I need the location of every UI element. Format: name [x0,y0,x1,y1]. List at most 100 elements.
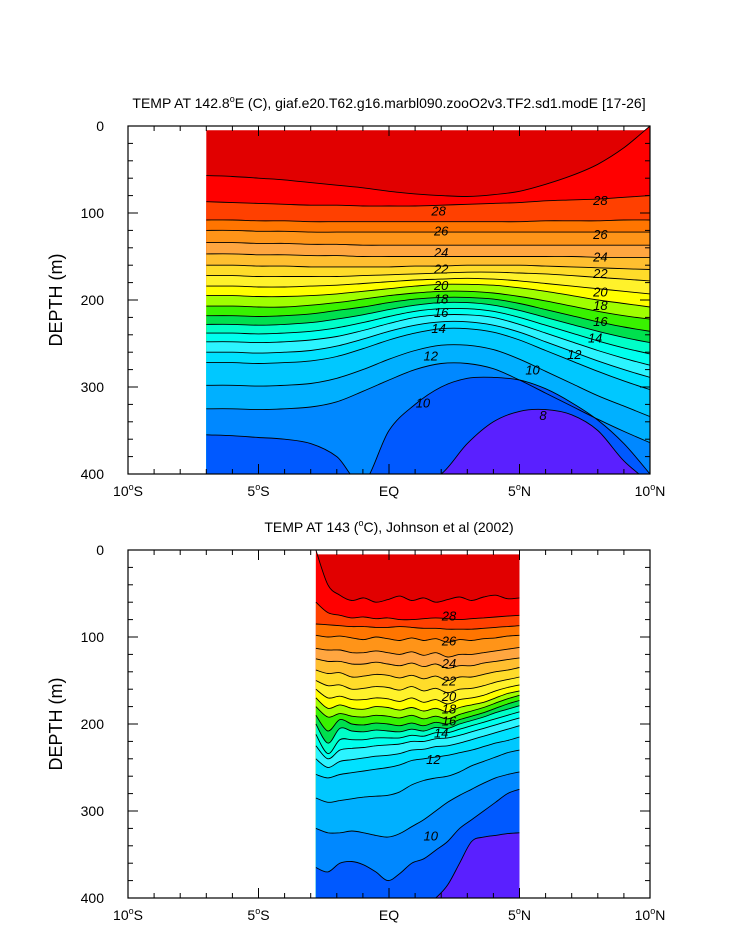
contour-label-28: 28 [441,608,457,623]
chart-title: TEMP AT 143 (oC), Johnson et al (2002) [264,518,513,535]
contour-line-16 [206,301,650,344]
x-tick-label: 10oS [113,906,143,923]
y-tick-label: 400 [81,890,105,906]
x-tick-label: 5oS [247,906,269,923]
x-tick-label: EQ [379,907,399,923]
y-tick-label: 200 [81,292,105,308]
y-tick-label: 0 [96,542,104,558]
contour-line-10 [206,362,650,444]
contour-line-10 [315,771,520,838]
contour-label-8: 8 [539,408,547,423]
contour-line-20 [315,684,520,705]
x-axis: 10oS 5oS EQ 5oN 10oN [113,126,665,499]
x-tick-label: 5oN [508,906,531,923]
contour-line-27 [206,195,650,207]
y-axis: 0 100 200 300 400 [81,542,650,906]
contour-label-24: 24 [441,656,456,671]
contour-line-13 [206,320,650,378]
y-tick-label: 300 [81,803,105,819]
contour-lines [206,126,650,474]
x-axis: 10oS 5oS EQ 5oN 10oN [113,550,665,923]
contour-label-26: 26 [433,223,449,238]
contour-lines [315,550,520,898]
contour-fills [206,126,650,474]
x-tick-label: 10oN [635,906,666,923]
contour-line-28 [206,126,650,197]
contour-line-11 [206,344,650,418]
contour-line-11 [315,749,520,803]
x-tick-label: 5oS [247,482,269,499]
contour-line-26 [206,219,650,223]
contour-line-8 [440,408,640,474]
y-tick-label: 200 [81,716,105,732]
contour-line-14 [315,717,520,760]
y-tick-label: 100 [81,205,105,221]
contour-line-22 [206,264,650,270]
contour-line-13 [315,725,520,768]
contour-label-22: 22 [433,262,449,277]
contour-line-23 [315,657,520,669]
contour-line-19 [206,283,650,308]
contour-label-14: 14 [434,726,448,741]
contour-labels: 2826242220181614121082826242220181614121… [416,193,609,423]
contour-line-21 [315,676,520,694]
contour-label-10: 10 [416,396,431,411]
contour-line-9 [315,788,520,882]
contour-line-26 [315,623,520,630]
contour-line-23 [206,253,650,258]
contour-line-15 [315,711,520,755]
contour-label-24: 24 [433,245,448,260]
contour-line-24 [315,646,520,658]
contour-label-16: 16 [434,305,449,320]
contour-line-8 [435,832,520,898]
contour-label-12: 12 [567,347,582,362]
contour-line-18 [315,694,520,720]
x-tick-label: 10oS [113,482,143,499]
contour-line-25 [206,229,650,233]
contour-label-12: 12 [426,752,441,767]
contour-line-12 [206,327,650,391]
contour-label-20: 20 [441,689,457,704]
chart-title: TEMP AT 142.8oE (C), giaf.e20.T62.g16.ma… [132,94,645,111]
x-tick-label: EQ [379,483,399,499]
contour-line-24 [206,242,650,246]
contour-band-8 [441,409,639,474]
panel-bottom: 10oS 5oS EQ 5oN 10oN 0 100 200 300 400 DEPTH (m) TE… [46,518,665,923]
y-tick-label: 400 [81,466,105,482]
contour-line-17 [315,700,520,732]
contour-line-19 [315,690,520,713]
contour-label-28: 28 [430,203,446,218]
contour-fills [315,550,520,898]
contour-label-20: 20 [592,284,608,299]
contour-band-8 [435,832,520,898]
contour-label-20: 20 [433,278,449,293]
y-tick-label: 0 [96,118,104,134]
contour-label-22: 22 [441,674,457,689]
contour-line-9 [206,376,650,474]
y-axis-label: DEPTH (m) [46,254,66,347]
contour-label-14: 14 [588,330,602,345]
contour-line-27 [315,601,520,621]
contour-label-16: 16 [593,314,608,329]
contour-label-18: 18 [593,298,608,313]
x-tick-label: 5oN [508,482,531,499]
contour-label-26: 26 [592,227,608,242]
contour-line-16 [315,705,520,744]
y-axis-label: DEPTH (m) [46,678,66,771]
contour-label-22: 22 [592,266,608,281]
contour-label-10: 10 [424,828,439,843]
contour-label-28: 28 [592,193,608,208]
contour-line-22 [315,667,520,681]
contour-label-12: 12 [424,349,439,364]
contour-label-24: 24 [592,250,607,265]
x-tick-label: 10oN [635,482,666,499]
contour-line-25 [315,634,520,643]
contour-line-21 [206,271,650,282]
contour-label-16: 16 [442,714,457,729]
panel-top: 10oS 5oS EQ 5oN 10oN 0 100 200 300 400 DEPTH (m) TE… [46,94,665,499]
contour-label-18: 18 [442,701,457,716]
contour-label-26: 26 [441,633,457,648]
contour-line-17 [206,296,650,332]
